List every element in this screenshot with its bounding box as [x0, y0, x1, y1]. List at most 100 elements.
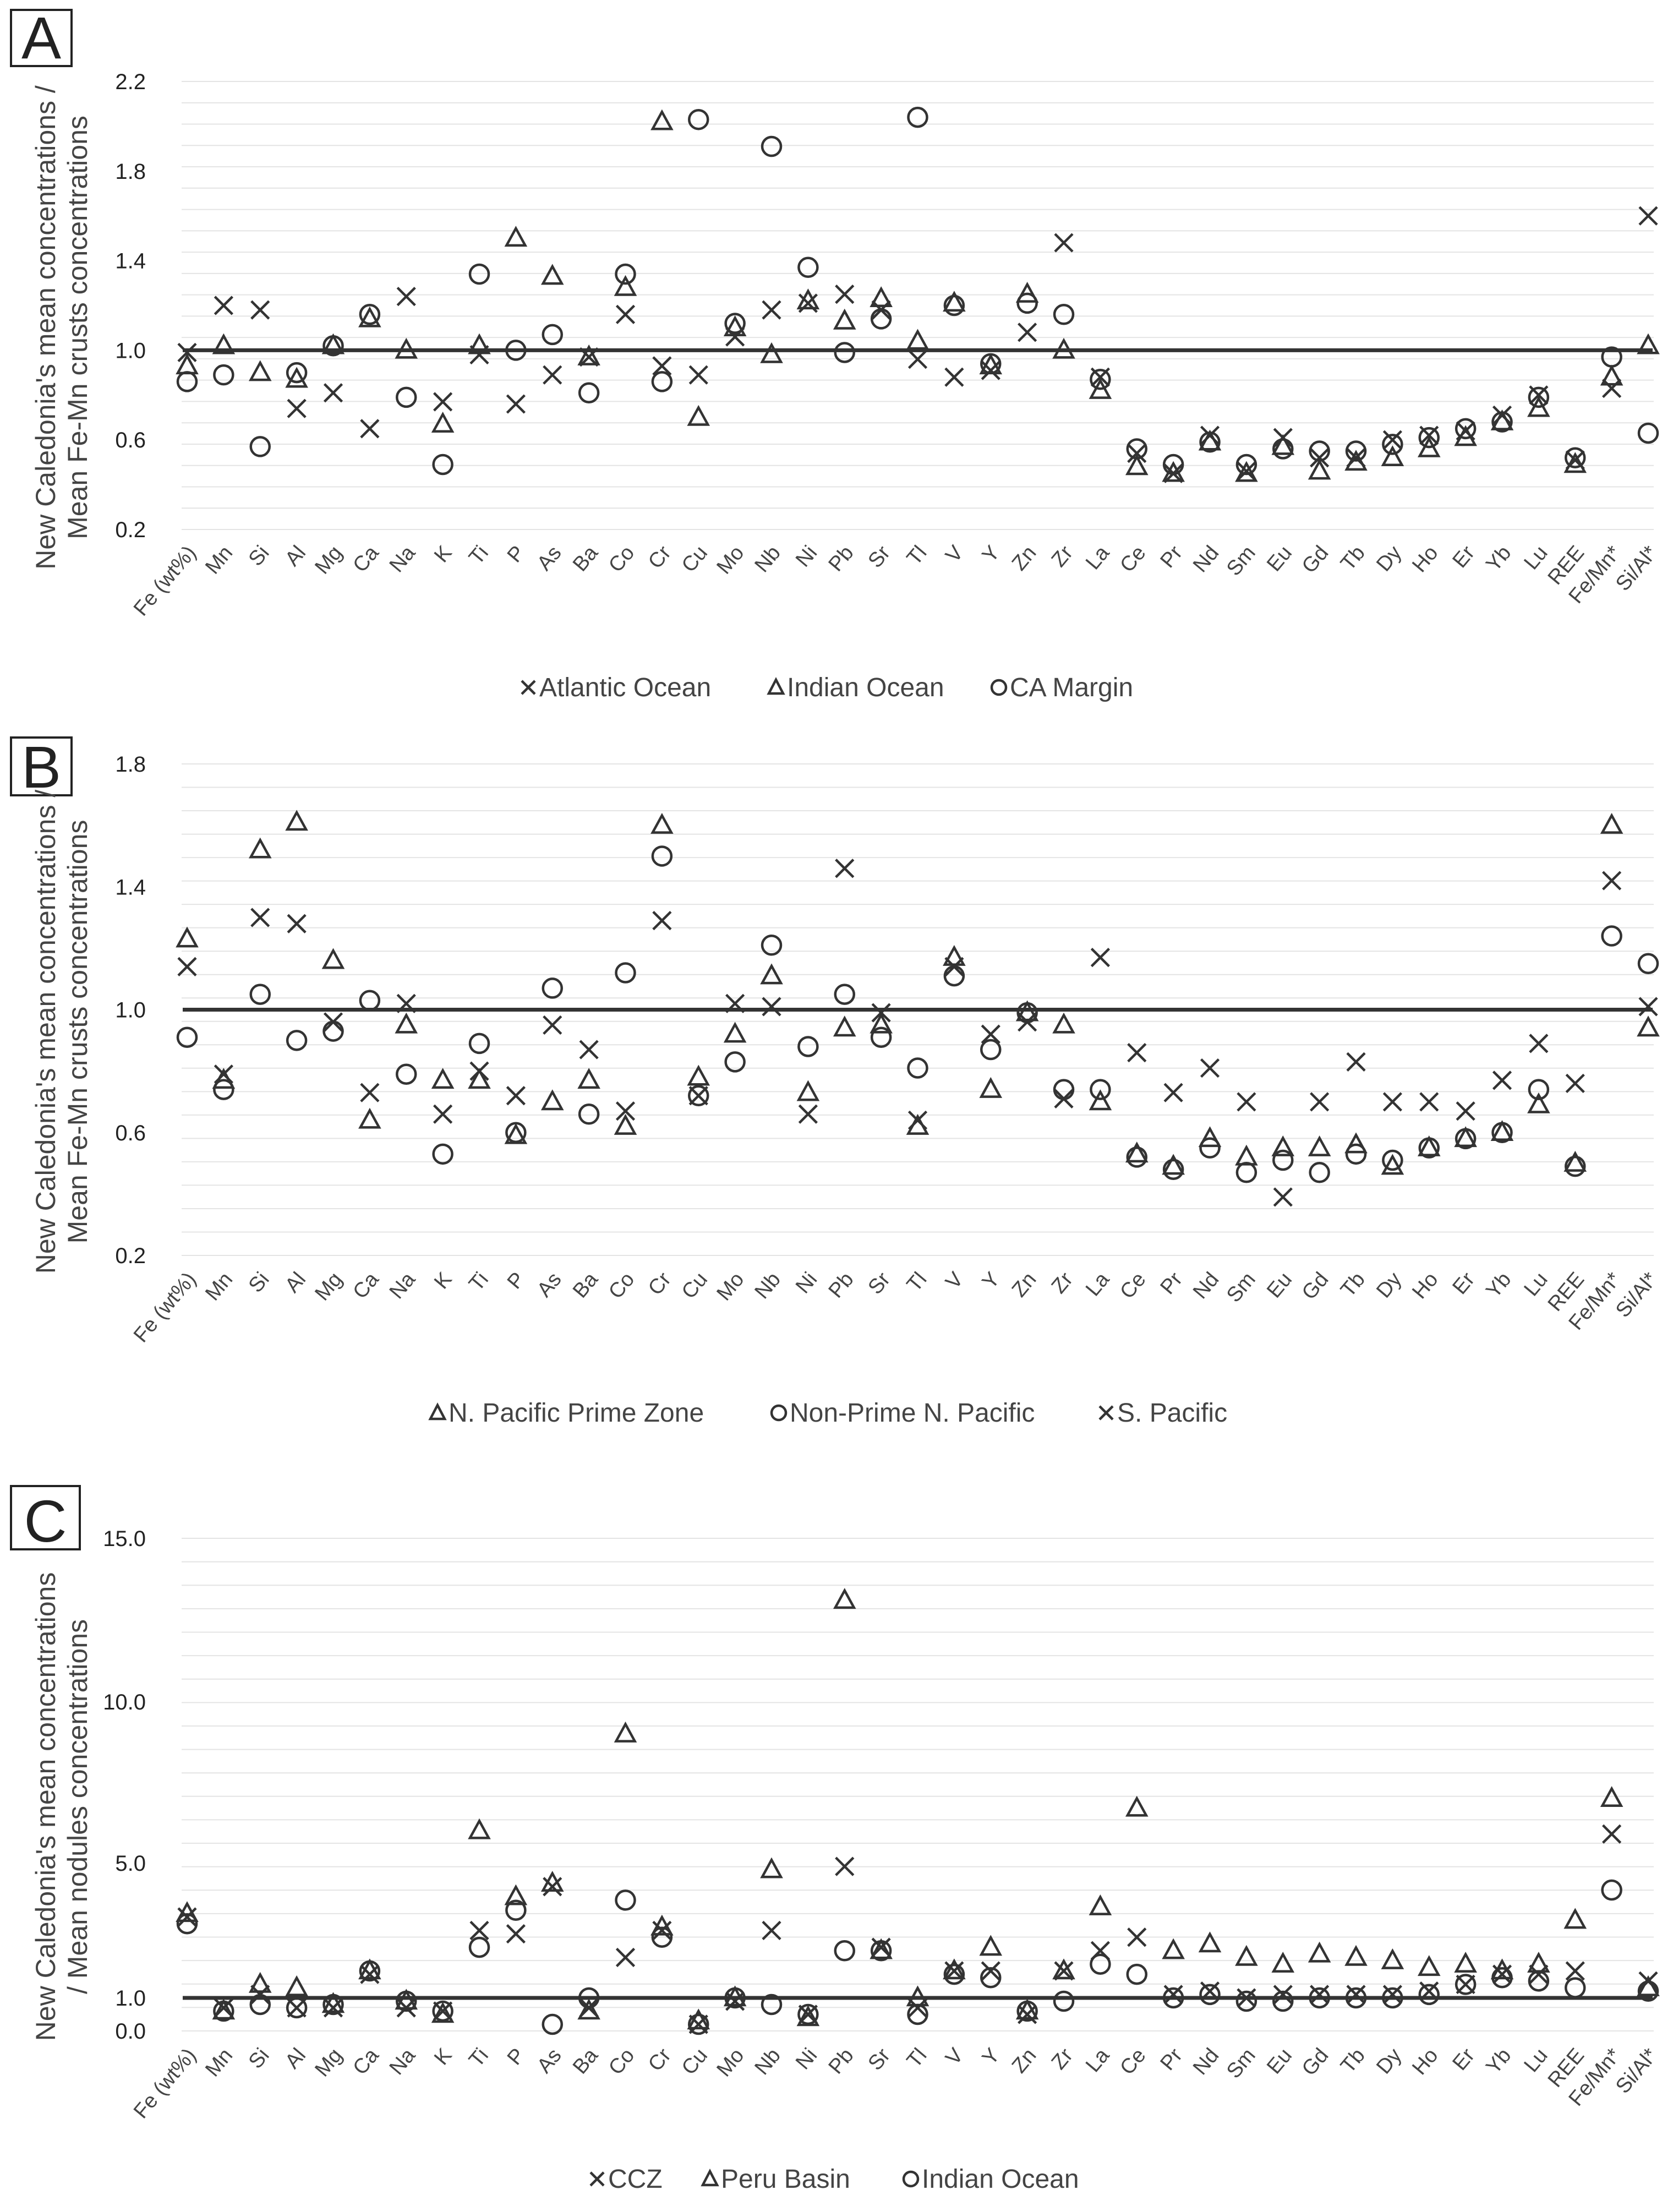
data-point: [1344, 1945, 1368, 1966]
category-label: V: [941, 541, 968, 567]
category-label: Na: [385, 2044, 420, 2079]
category-label: Y: [978, 1268, 1004, 1293]
data-point: [431, 1068, 455, 1089]
panel-a: A 0.2 0.6 1.0 1.4 1.8 2.2 New Caledonia's mean …: [10, 4, 1662, 702]
y-tick-label: 0.0: [115, 2019, 146, 2044]
data-point: [615, 962, 636, 984]
category-label: As: [533, 542, 566, 575]
data-point: [1271, 1952, 1295, 1973]
data-point: [1162, 454, 1184, 476]
category-label: Nd: [1189, 1268, 1223, 1303]
category-label: K: [430, 2044, 456, 2069]
panel-letter: C: [24, 1488, 67, 1554]
data-point: [796, 1080, 820, 1101]
category-label: Ho: [1408, 2044, 1442, 2079]
data-point: [177, 342, 197, 363]
category-label: Al: [281, 2044, 310, 2073]
category-label: Nd: [1189, 542, 1223, 577]
data-point: [1053, 304, 1075, 325]
category-label: Co: [604, 542, 639, 577]
category-label: Ba: [568, 1268, 603, 1302]
data-point: [615, 263, 636, 285]
data-point: [1273, 1985, 1293, 2005]
legend-label: CA Margin: [1010, 673, 1133, 702]
category-label: Er: [1448, 2044, 1479, 2075]
data-point: [1565, 1977, 1586, 1998]
y-tick-label: 0.2: [115, 1244, 146, 1268]
category-label: Ti: [464, 542, 493, 569]
data-point: [650, 812, 674, 834]
data-point: [431, 412, 455, 433]
data-point: [1382, 430, 1402, 450]
data-point: [835, 285, 855, 304]
data-point: [615, 1889, 636, 1911]
data-point: [1417, 1955, 1441, 1976]
data-point: [504, 226, 528, 247]
data-point: [177, 1907, 197, 1927]
category-label: Sm: [1222, 1268, 1260, 1307]
category-label: Co: [604, 2044, 639, 2079]
data-point: [1235, 1162, 1258, 1183]
data-point: [1308, 1941, 1331, 1963]
data-point: [907, 1998, 928, 2018]
data-point: [1018, 1012, 1037, 1032]
data-point: [615, 304, 636, 324]
data-point: [395, 337, 418, 359]
category-label: Tb: [1336, 542, 1370, 575]
data-point: [1272, 1990, 1294, 2012]
category-label: V: [941, 1268, 968, 1293]
data-point: [468, 263, 490, 285]
category-label: Dy: [1372, 542, 1406, 576]
data-point: [1565, 447, 1586, 469]
data-point: [1455, 418, 1477, 440]
data-point: [797, 1036, 819, 1057]
data-point: [1490, 409, 1514, 430]
data-point: [1018, 323, 1037, 342]
data-point: [360, 1083, 380, 1102]
data-point: [906, 329, 930, 350]
data-point: [1637, 1975, 1660, 1996]
data-point: [505, 1899, 527, 1921]
data-point: [504, 1884, 528, 1905]
category-label: Mo: [712, 542, 748, 578]
data-point: [1273, 1187, 1293, 1207]
data-point: [1528, 1970, 1550, 1992]
data-point: [542, 977, 563, 999]
y-axis-title-line1: New Caledonia's mean concentrations /: [30, 790, 61, 1274]
data-point: [1528, 1079, 1550, 1100]
data-point: [1200, 1981, 1220, 2001]
data-point: [1308, 458, 1331, 480]
data-point: [322, 1993, 344, 2016]
category-label: Sr: [863, 542, 895, 572]
data-point: [1381, 445, 1404, 467]
data-point: [176, 371, 198, 392]
data-point: [1237, 1092, 1256, 1112]
data-point: [1601, 925, 1622, 947]
legend-item: Non-Prime N. Pacific: [770, 1399, 1035, 1428]
data-point: [834, 342, 855, 363]
category-label: Sm: [1222, 542, 1260, 581]
data-point: [1529, 1034, 1549, 1053]
category-label: Ce: [1116, 1268, 1150, 1303]
data-point: [1125, 1795, 1149, 1817]
data-point: [1382, 1985, 1402, 2005]
category-label: Al: [281, 542, 310, 571]
data-point: [1126, 438, 1147, 460]
data-point: [1454, 1126, 1477, 1148]
data-point: [1563, 452, 1587, 473]
category-label: Eu: [1262, 2044, 1297, 2079]
data-point: [358, 306, 381, 327]
data-point: [1090, 948, 1110, 968]
y-tick-label: 1.8: [115, 160, 146, 184]
y-tick-label: 10.0: [103, 1690, 146, 1714]
data-point: [1235, 1990, 1258, 2012]
data-point: [1417, 1135, 1441, 1156]
data-point: [1125, 1141, 1149, 1163]
data-point: [214, 296, 233, 315]
data-point: [1418, 1137, 1440, 1159]
series-non-prime-n-pacific: [176, 845, 1659, 1183]
data-point: [1235, 1945, 1258, 1966]
data-point: [1345, 1143, 1367, 1165]
legend-item: Peru Basin: [701, 2165, 850, 2194]
legend-item: CCZ: [589, 2165, 663, 2194]
